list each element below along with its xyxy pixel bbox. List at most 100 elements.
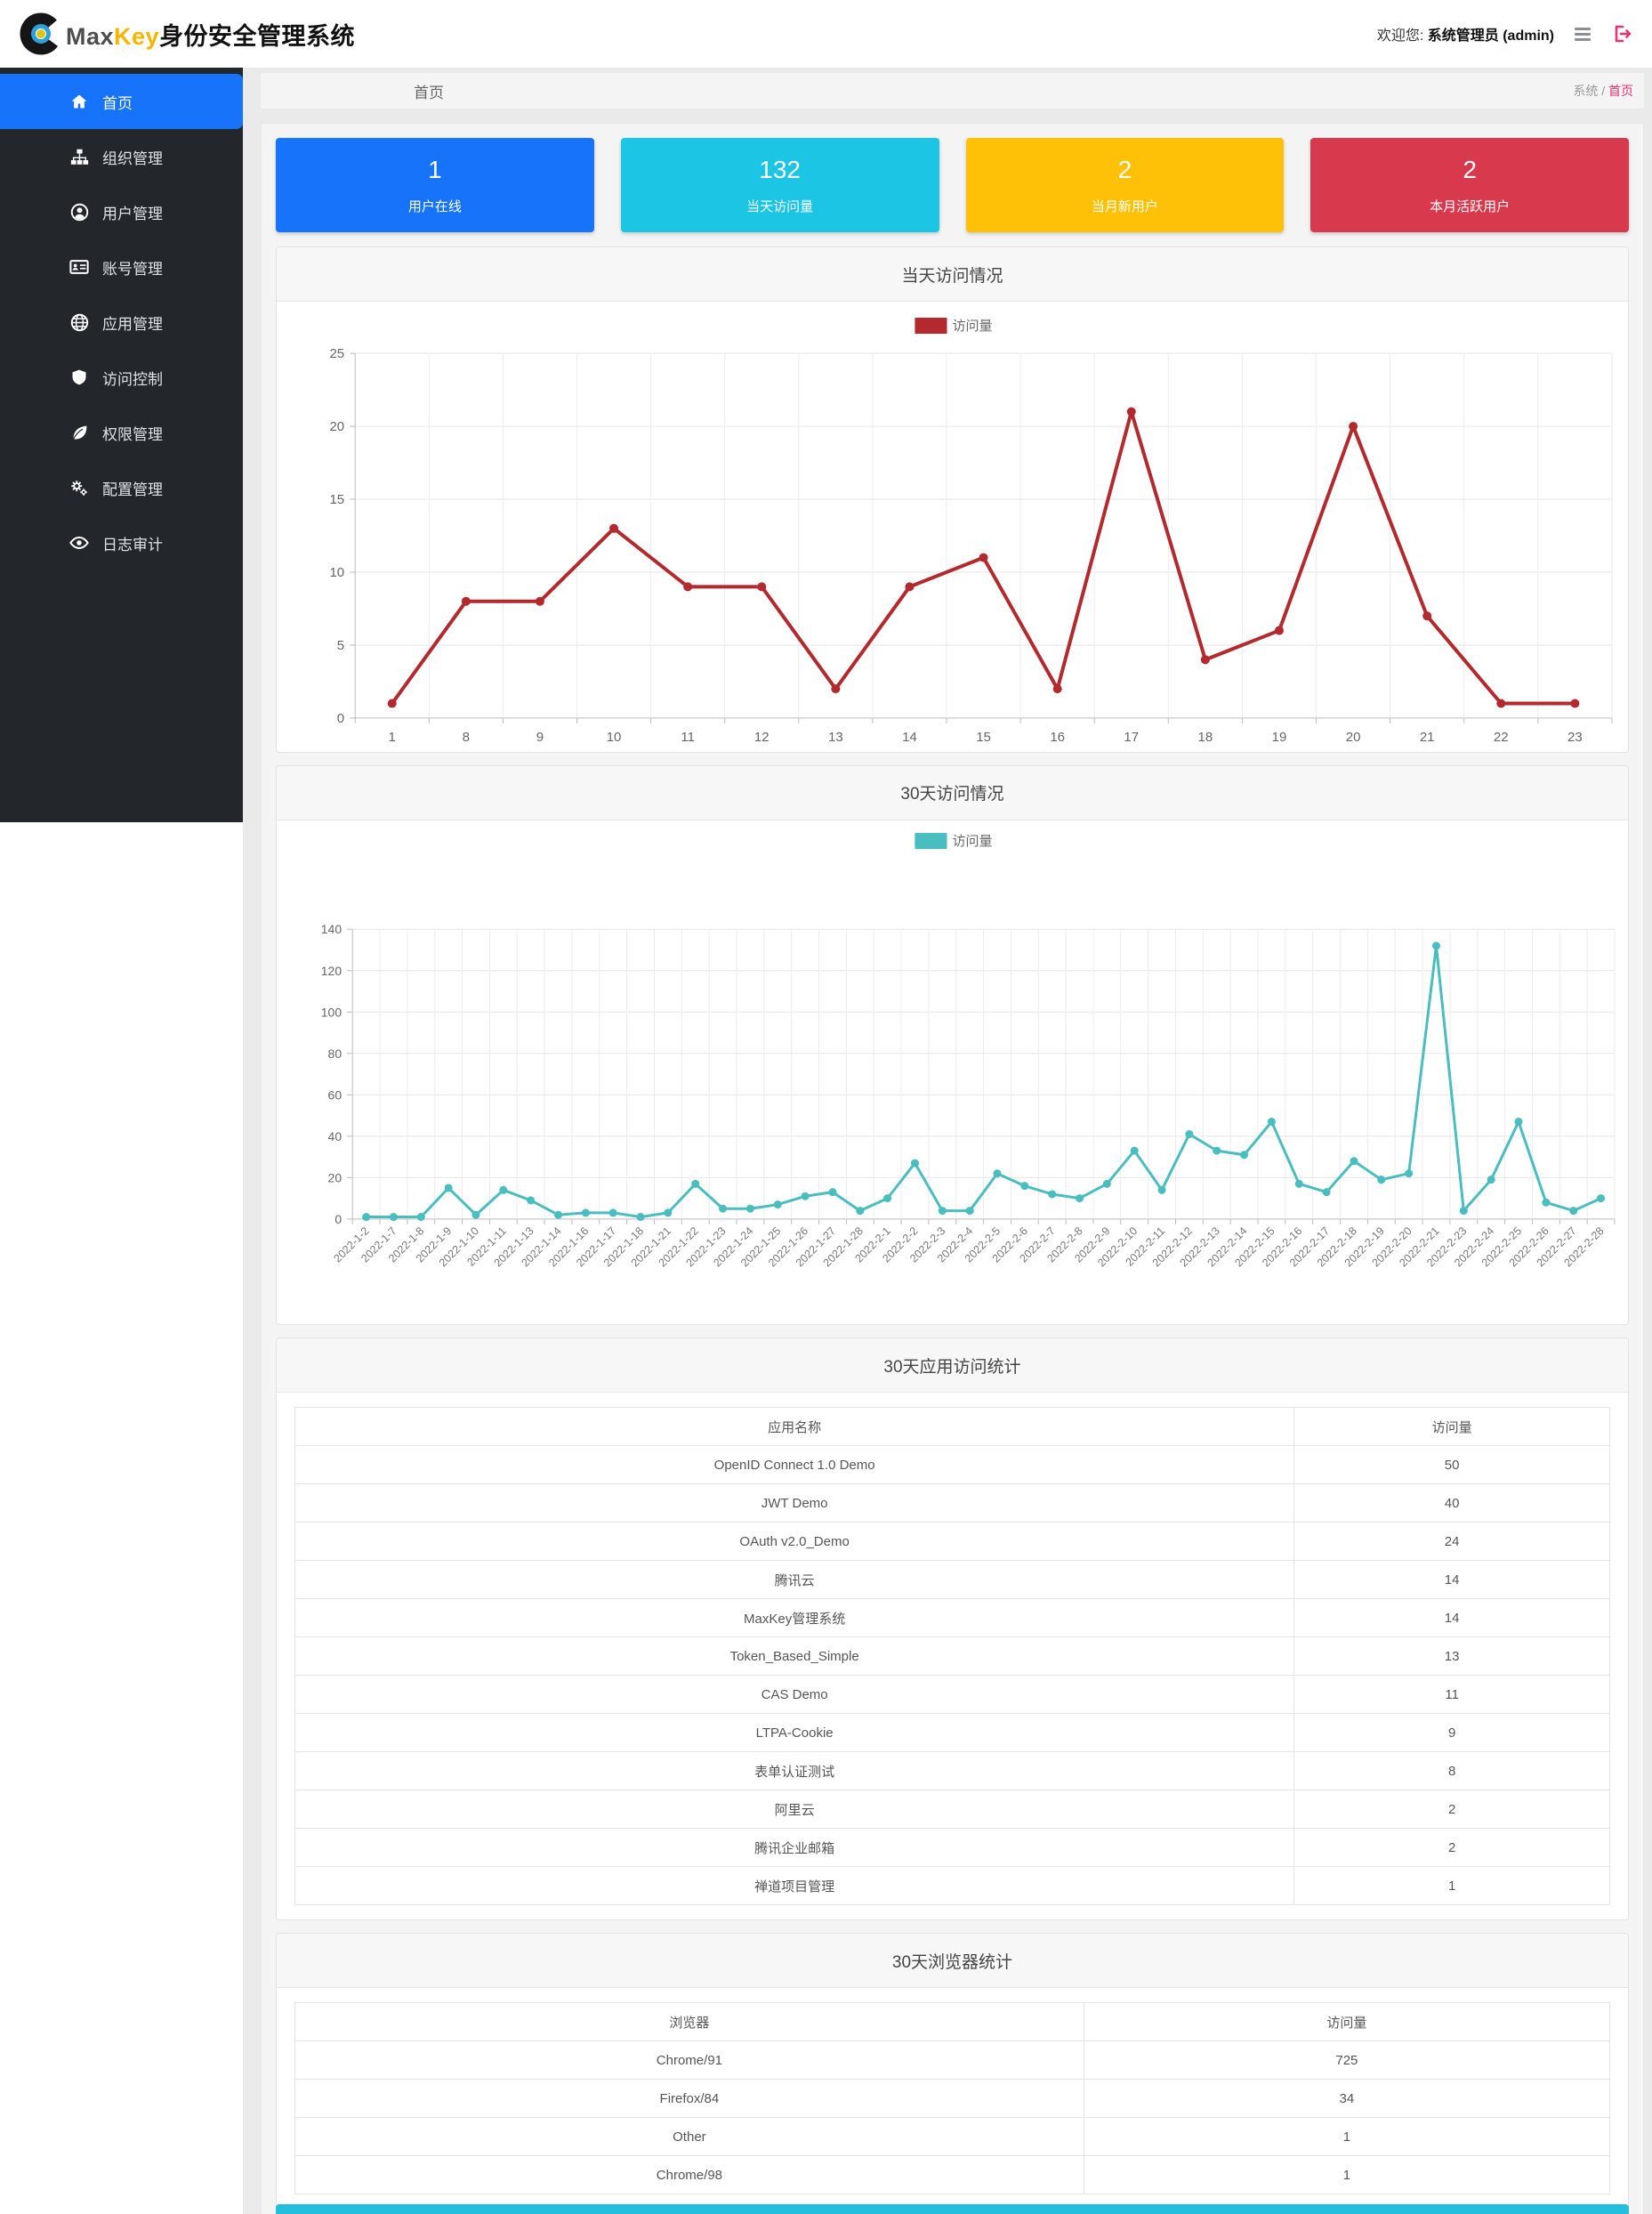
table-row: MaxKey管理系统 14 — [294, 1598, 1610, 1638]
table-cell: 腾讯云 — [294, 1560, 1295, 1600]
table-row: CAS Demo 11 — [294, 1675, 1610, 1715]
table-apps: 应用名称 访问量 OpenID Connect 1.0 Demo 50 JWT Demo… — [294, 1407, 1610, 1906]
table-row: 表单认证测试 8 — [294, 1751, 1610, 1791]
cogs-icon — [69, 478, 89, 497]
main-area: 首页 系统 / 首页 1 用户在线 132 当天访问量 2 当月新用户 2 本月活跃用户 当天… — [243, 68, 1652, 2214]
eye-icon — [69, 533, 89, 553]
panel-app-stats: 30天应用访问统计 应用名称 访问量 OpenID Connect 1.0 Demo… — [276, 1337, 1629, 1921]
sidebar-item-label: 日志审计 — [102, 536, 163, 554]
sitemap-icon — [69, 147, 89, 166]
stat-card-1: 132 当天访问量 — [620, 138, 939, 232]
svg-text:20: 20 — [1346, 730, 1361, 745]
svg-text:22: 22 — [1494, 730, 1509, 745]
table-cell: Token_Based_Simple — [294, 1636, 1295, 1677]
svg-text:12: 12 — [754, 730, 770, 745]
table-cell: 2 — [1293, 1790, 1610, 1830]
panel-title: 当天访问情况 — [277, 247, 1628, 302]
sidebar-item-audit[interactable]: 日志审计 — [0, 515, 243, 570]
svg-text:11: 11 — [681, 730, 695, 745]
table-row: 腾讯企业邮箱 2 — [294, 1828, 1610, 1868]
stat-label: 当月新用户 — [1091, 198, 1158, 214]
table-cell: 24 — [1293, 1522, 1610, 1562]
table-cell: 50 — [1293, 1445, 1610, 1485]
sidebar-item-label: 组织管理 — [102, 149, 163, 167]
table-header-cell: 访问量 — [1083, 2002, 1611, 2042]
header-bar: MaxKey身份安全管理系统 欢迎您: 系统管理员 (admin) — [0, 0, 1652, 68]
svg-text:13: 13 — [828, 730, 843, 745]
svg-text:100: 100 — [321, 1005, 342, 1019]
sidebar-item-config[interactable]: 配置管理 — [0, 460, 243, 515]
table-browsers: 浏览器 访问量 Chrome/91 725 Firefox/84 34 Other 1 Chro… — [294, 2002, 1611, 2195]
breadcrumb-bar: 首页 系统 / 首页 — [261, 73, 1644, 109]
table-row: LTPA-Cookie 9 — [294, 1713, 1610, 1753]
svg-text:16: 16 — [1050, 730, 1065, 745]
svg-text:21: 21 — [1420, 730, 1435, 745]
table-cell: 9 — [1293, 1713, 1610, 1753]
breadcrumb-path: 系统 / 首页 — [1573, 84, 1633, 98]
stat-value: 132 — [759, 155, 801, 183]
brand-key: Key — [114, 22, 160, 50]
sidebar-item-app[interactable]: 应用管理 — [0, 295, 243, 350]
sidebar-item-label: 账号管理 — [102, 260, 163, 278]
table-cell: 8 — [1293, 1751, 1610, 1791]
sidebar-item-account[interactable]: 账号管理 — [0, 239, 243, 295]
table-cell: 11 — [1293, 1675, 1610, 1715]
table-cell: Chrome/91 — [294, 2040, 1084, 2081]
brand-suffix: 身份安全管理系统 — [159, 22, 356, 50]
sidebar-item-label: 权限管理 — [102, 425, 163, 443]
svg-text:19: 19 — [1272, 730, 1287, 745]
table-cell: 1 — [1293, 1866, 1610, 1906]
panel-today-visits: 当天访问情况 0 5 10 15 20 25 1 8 9 10 11 12 13 14 15 16 17 18 19… — [276, 246, 1629, 753]
svg-text:20: 20 — [328, 1170, 342, 1184]
logout-icon[interactable] — [1611, 23, 1632, 44]
table-row: 禅道项目管理 1 — [294, 1866, 1610, 1906]
table-cell: 阿里云 — [294, 1790, 1295, 1830]
table-cell: 2 — [1293, 1828, 1610, 1868]
svg-text:1: 1 — [389, 730, 396, 745]
table-row: Firefox/84 34 — [294, 2079, 1611, 2119]
table-header-cell: 访问量 — [1293, 1407, 1610, 1447]
table-cell: CAS Demo — [294, 1675, 1295, 1715]
svg-text:5: 5 — [337, 638, 344, 653]
sidebar-item-label: 应用管理 — [102, 315, 163, 333]
table-row: 阿里云 2 — [294, 1790, 1610, 1830]
panel-title: 30天浏览器统计 — [277, 1934, 1628, 1989]
table-cell: LTPA-Cookie — [294, 1713, 1295, 1753]
stat-label: 本月活跃用户 — [1430, 198, 1511, 214]
svg-text:8: 8 — [463, 730, 470, 745]
table-row: Chrome/98 1 — [294, 2155, 1611, 2195]
sidebar-item-access[interactable]: 访问控制 — [0, 350, 243, 405]
breadcrumb-current[interactable]: 首页 — [1608, 84, 1633, 98]
table-cell: Firefox/84 — [294, 2079, 1084, 2119]
table-cell: 40 — [1293, 1483, 1610, 1523]
legend-swatch — [915, 318, 947, 335]
leaf-icon — [69, 423, 89, 442]
bottom-panel-strip — [276, 2204, 1629, 2214]
svg-text:0: 0 — [337, 711, 344, 726]
svg-text:0: 0 — [334, 1212, 342, 1226]
table-cell: MaxKey管理系统 — [294, 1598, 1295, 1638]
svg-text:23: 23 — [1567, 730, 1583, 745]
sidebar-item-org[interactable]: 组织管理 — [0, 129, 243, 184]
menu-toggle-icon[interactable] — [1572, 23, 1593, 44]
sidebar-item-permission[interactable]: 权限管理 — [0, 405, 243, 460]
svg-text:40: 40 — [328, 1129, 342, 1143]
sidebar-item-user[interactable]: 用户管理 — [0, 184, 243, 239]
content-card: 1 用户在线 132 当天访问量 2 当月新用户 2 本月活跃用户 当天访问情况 0 5 10 15… — [261, 123, 1644, 2214]
svg-text:80: 80 — [328, 1046, 342, 1061]
table-row: 腾讯云 14 — [294, 1560, 1610, 1600]
table-cell: 腾讯企业邮箱 — [294, 1828, 1295, 1868]
stat-card-2: 2 当月新用户 — [965, 138, 1285, 232]
table-cell: OpenID Connect 1.0 Demo — [294, 1445, 1295, 1485]
table-header-cell: 应用名称 — [294, 1407, 1295, 1447]
table-cell: Chrome/98 — [294, 2155, 1084, 2195]
breadcrumb-root: 系统 — [1573, 84, 1599, 98]
table-row: Other 1 — [294, 2117, 1611, 2157]
svg-text:140: 140 — [321, 922, 342, 936]
table-header-row: 浏览器 访问量 — [294, 2002, 1611, 2042]
sidebar-item-home[interactable]: 首页 — [0, 74, 243, 129]
panel-title: 30天应用访问统计 — [277, 1338, 1628, 1394]
svg-text:10: 10 — [329, 565, 344, 580]
table-row: OpenID Connect 1.0 Demo 50 — [294, 1445, 1610, 1485]
